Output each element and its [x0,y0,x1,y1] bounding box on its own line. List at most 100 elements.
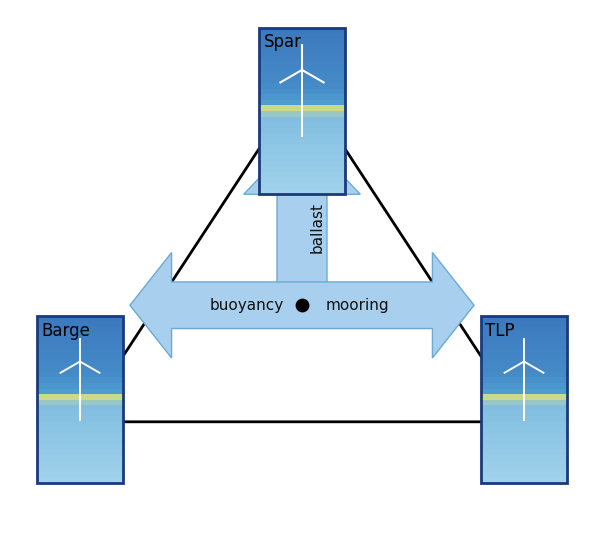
Bar [259,161,345,166]
Text: buoyancy: buoyancy [210,297,284,313]
Bar [481,355,567,361]
Bar [481,444,567,450]
Bar [37,455,123,461]
Bar [37,472,123,477]
Bar [37,427,123,433]
Bar [259,166,345,172]
Bar [481,327,567,333]
Bar [37,477,123,483]
Bar [37,333,123,339]
Bar [481,411,567,416]
Bar [37,316,123,322]
Bar [481,416,567,422]
Bar [259,61,345,67]
Bar [259,39,345,44]
Bar [481,316,567,322]
Bar [481,388,567,394]
Bar [259,44,345,50]
Bar [259,105,345,111]
Bar [481,344,567,350]
Bar [37,316,123,483]
Bar [481,339,567,344]
Bar [259,122,345,128]
Bar [481,466,567,472]
Bar [301,70,303,137]
Bar [37,400,123,405]
Bar [37,377,123,383]
Bar [481,438,567,444]
Bar [79,361,81,421]
Bar [37,322,123,327]
Text: ballast: ballast [310,202,325,253]
Bar [259,72,345,78]
Bar [481,333,567,339]
Bar [259,117,345,122]
Bar [481,450,567,455]
Bar [37,339,123,344]
Polygon shape [244,133,360,327]
Bar [481,405,567,411]
Bar [523,361,525,421]
Bar [37,383,123,388]
Bar [481,361,567,366]
Bar [37,344,123,350]
Bar [481,472,567,477]
Bar [37,372,123,377]
Bar [259,89,345,94]
Bar [481,455,567,461]
Bar [259,67,345,72]
Bar [37,438,123,444]
Bar [259,128,345,133]
Bar [259,150,345,155]
Bar [481,350,567,355]
Bar [481,322,567,327]
Bar [259,94,345,100]
Bar [37,444,123,450]
Text: Barge: Barge [42,322,91,340]
Bar [259,172,345,178]
Bar [37,411,123,416]
Bar [37,366,123,372]
Bar [481,377,567,383]
Bar [37,327,123,333]
Polygon shape [130,253,474,358]
Bar [481,422,567,427]
Bar [259,133,345,139]
Bar [37,405,123,411]
Bar [37,450,123,455]
Bar [259,78,345,83]
Bar [259,28,345,194]
Bar [481,394,567,400]
Bar [259,28,345,33]
Bar [481,383,567,388]
Text: Spar: Spar [263,33,301,51]
Point [297,301,307,310]
Bar [37,466,123,472]
Bar [259,155,345,161]
Bar [481,372,567,377]
Bar [481,461,567,466]
Bar [37,422,123,427]
Bar [481,427,567,433]
Bar [37,394,123,400]
Bar [259,33,345,39]
Bar [37,433,123,438]
Bar [37,461,123,466]
Bar [259,111,345,117]
Bar [481,400,567,405]
Bar [37,388,123,394]
Bar [37,416,123,422]
Text: TLP: TLP [486,322,515,340]
Bar [259,189,345,194]
Bar [37,350,123,355]
Bar [259,183,345,189]
Bar [481,477,567,483]
Bar [259,139,345,144]
Bar [481,433,567,438]
Bar [259,100,345,105]
Text: mooring: mooring [326,297,390,313]
Bar [481,366,567,372]
Bar [259,56,345,61]
Bar [37,355,123,361]
Bar [481,316,567,483]
